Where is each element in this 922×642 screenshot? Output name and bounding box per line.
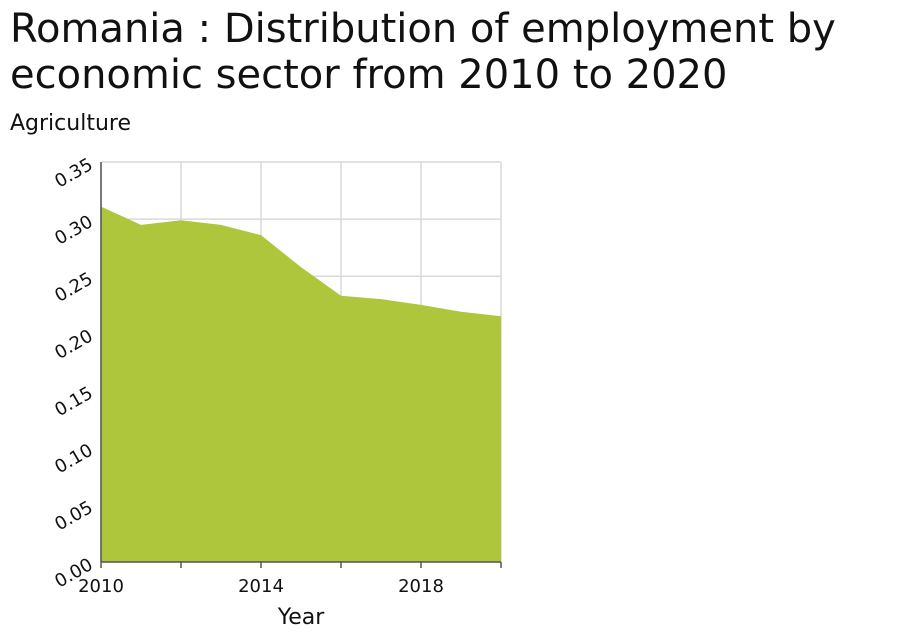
y-tick-label: 0.20 (51, 326, 96, 364)
y-tick-label: 0.30 (51, 211, 96, 249)
x-tick-label: 2014 (238, 576, 284, 597)
axes (100, 162, 502, 568)
x-axis-label: Year (277, 605, 326, 630)
x-tick-labels: 2010 2014 2018 (78, 576, 444, 597)
y-tick-label: 0.25 (51, 268, 96, 306)
y-tick-label: 0.15 (51, 383, 96, 421)
y-tick-label: 0.05 (51, 497, 96, 535)
x-tick-label: 2018 (398, 576, 444, 597)
x-tick-label: 2010 (78, 576, 124, 597)
area-layer (101, 206, 501, 563)
y-axis-label: Agriculture (10, 111, 131, 136)
chart-title: Romania : Distribution of employment by … (10, 6, 836, 98)
y-tick-label: 0.35 (51, 154, 96, 192)
y-tick-labels: 0.000.050.100.150.200.250.300.35 (51, 154, 96, 592)
agriculture-area (101, 206, 501, 563)
y-tick-label: 0.10 (51, 440, 96, 478)
